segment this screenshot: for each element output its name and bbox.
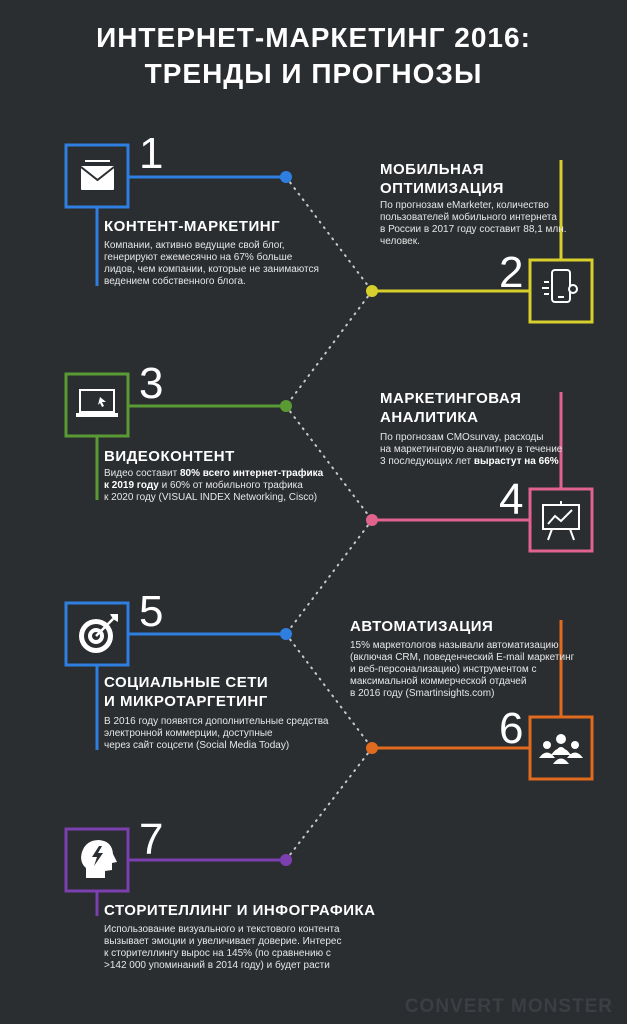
item-1-heading: КОНТЕНТ-МАРКЕТИНГ	[104, 218, 281, 235]
item-3-frame	[64, 372, 292, 500]
item-1-frame	[64, 143, 292, 286]
item-4-description: По прогнозам CMOsurvay, расходы на марке…	[380, 432, 563, 467]
item-4-number: 4	[499, 475, 524, 524]
page-title: ИНТЕРНЕТ-МАРКЕТИНГ 2016: ТРЕНДЫ И ПРОГНО…	[0, 20, 627, 92]
title-line-1: ИНТЕРНЕТ-МАРКЕТИНГ 2016:	[96, 22, 531, 53]
item-6-heading: АВТОМАТИЗАЦИЯ	[350, 618, 494, 635]
item-6-description: 15% маркетологов называли автоматизацию …	[350, 640, 575, 699]
item-2-frame	[366, 160, 594, 324]
item-5-heading: СОЦИАЛЬНЫЕ СЕТИ И МИКРОТАРГЕТИНГ	[104, 674, 269, 710]
target-icon	[79, 614, 118, 653]
dotted-connectors	[285, 176, 373, 861]
item-5-description: В 2016 году появятся дополнительные сред…	[104, 716, 329, 751]
item-7-frame	[64, 827, 292, 916]
item-4-frame	[366, 392, 594, 553]
group-icon	[539, 734, 583, 764]
item-2-heading: МОБИЛЬНАЯ ОПТИМИЗАЦИЯ	[380, 161, 504, 197]
watermark-logo: CONVERT MONSTER	[404, 996, 613, 1017]
item-7-description: Использование визуального и текстового к…	[104, 924, 342, 971]
item-3-number: 3	[139, 359, 164, 408]
envelope-icon	[80, 160, 115, 190]
laptop-icon	[76, 389, 118, 417]
item-1-number: 1	[139, 129, 164, 178]
item-5-frame	[64, 601, 292, 750]
head-lightning-icon	[81, 840, 117, 878]
item-2-number: 2	[499, 248, 524, 297]
item-5-number: 5	[139, 587, 164, 636]
item-3-description: Видео составит 80% всего интернет-трафик…	[104, 468, 324, 503]
item-6-number: 6	[499, 704, 524, 753]
item-3-heading: ВИДЕОКОНТЕНТ	[104, 448, 235, 465]
item-6-frame	[366, 620, 594, 781]
presentation-chart-icon	[542, 501, 580, 541]
item-4-heading: МАРКЕТИНГОВАЯ АНАЛИТИКА	[380, 390, 522, 426]
smartphone-gear-icon	[542, 269, 578, 303]
item-2-description: По прогнозам eMarketer, количество польз…	[380, 200, 567, 247]
item-1-description: Компании, активно ведущие свой блог, ген…	[104, 240, 319, 287]
item-7-number: 7	[139, 815, 164, 864]
item-7-heading: СТОРИТЕЛЛИНГ И ИНФОГРАФИКА	[104, 902, 376, 919]
title-line-2: ТРЕНДЫ И ПРОГНОЗЫ	[144, 58, 483, 89]
